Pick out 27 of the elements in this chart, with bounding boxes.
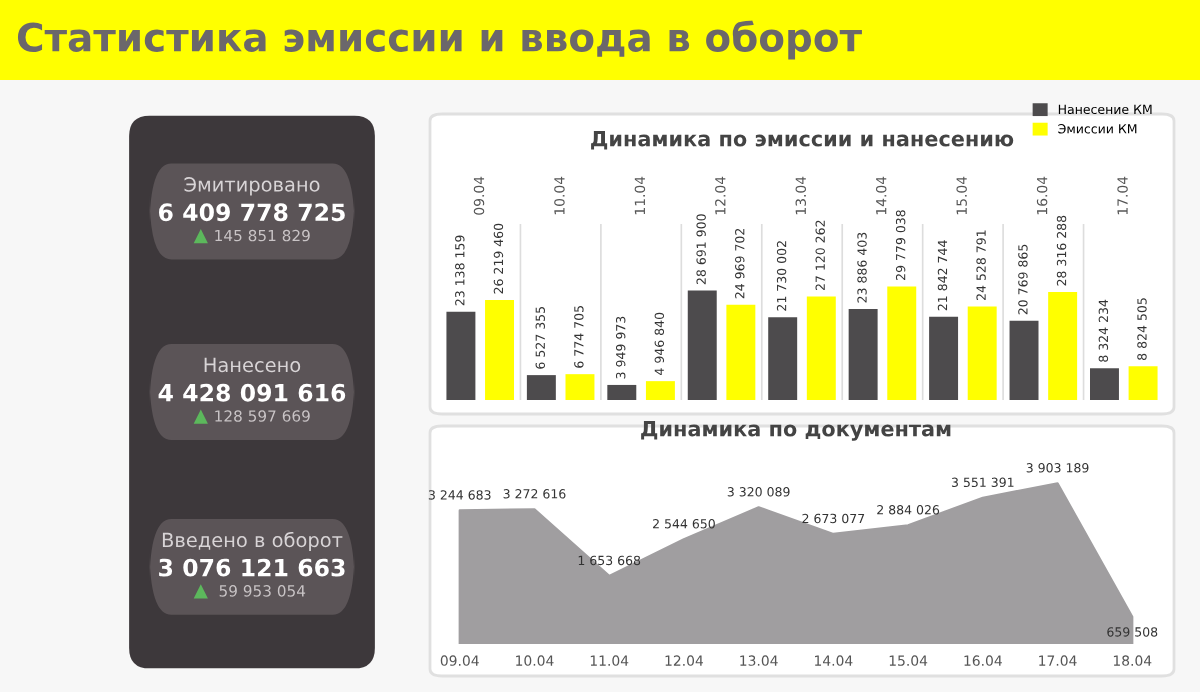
bar [687, 290, 717, 400]
bar [607, 384, 637, 400]
chart-title: Динамика по эмиссии и нанесению [591, 131, 1014, 150]
chart-title: Динамика по документам [641, 421, 951, 441]
bar [446, 311, 476, 400]
text: Эмитировано [184, 177, 320, 196]
bar [1128, 366, 1158, 400]
bar [726, 304, 756, 400]
bar [768, 317, 798, 400]
bar [967, 306, 997, 400]
bar [485, 300, 515, 400]
text: Статистика эмиссии и ввода в оборот [17, 20, 862, 60]
bar [645, 381, 675, 400]
text: Введено в оборот [162, 531, 343, 552]
bar [929, 316, 959, 400]
bar [1048, 292, 1078, 400]
bar [565, 374, 595, 400]
bar [887, 286, 917, 400]
text: 6 409 778 725 [158, 203, 345, 222]
bar [1089, 368, 1119, 400]
text: 4 428 091 616 [158, 383, 346, 402]
text: Нанесено [204, 357, 301, 373]
bar [1009, 320, 1039, 400]
bar [806, 296, 836, 400]
text: 3 076 121 663 [159, 558, 345, 577]
bar [848, 308, 878, 400]
bar [526, 375, 556, 400]
